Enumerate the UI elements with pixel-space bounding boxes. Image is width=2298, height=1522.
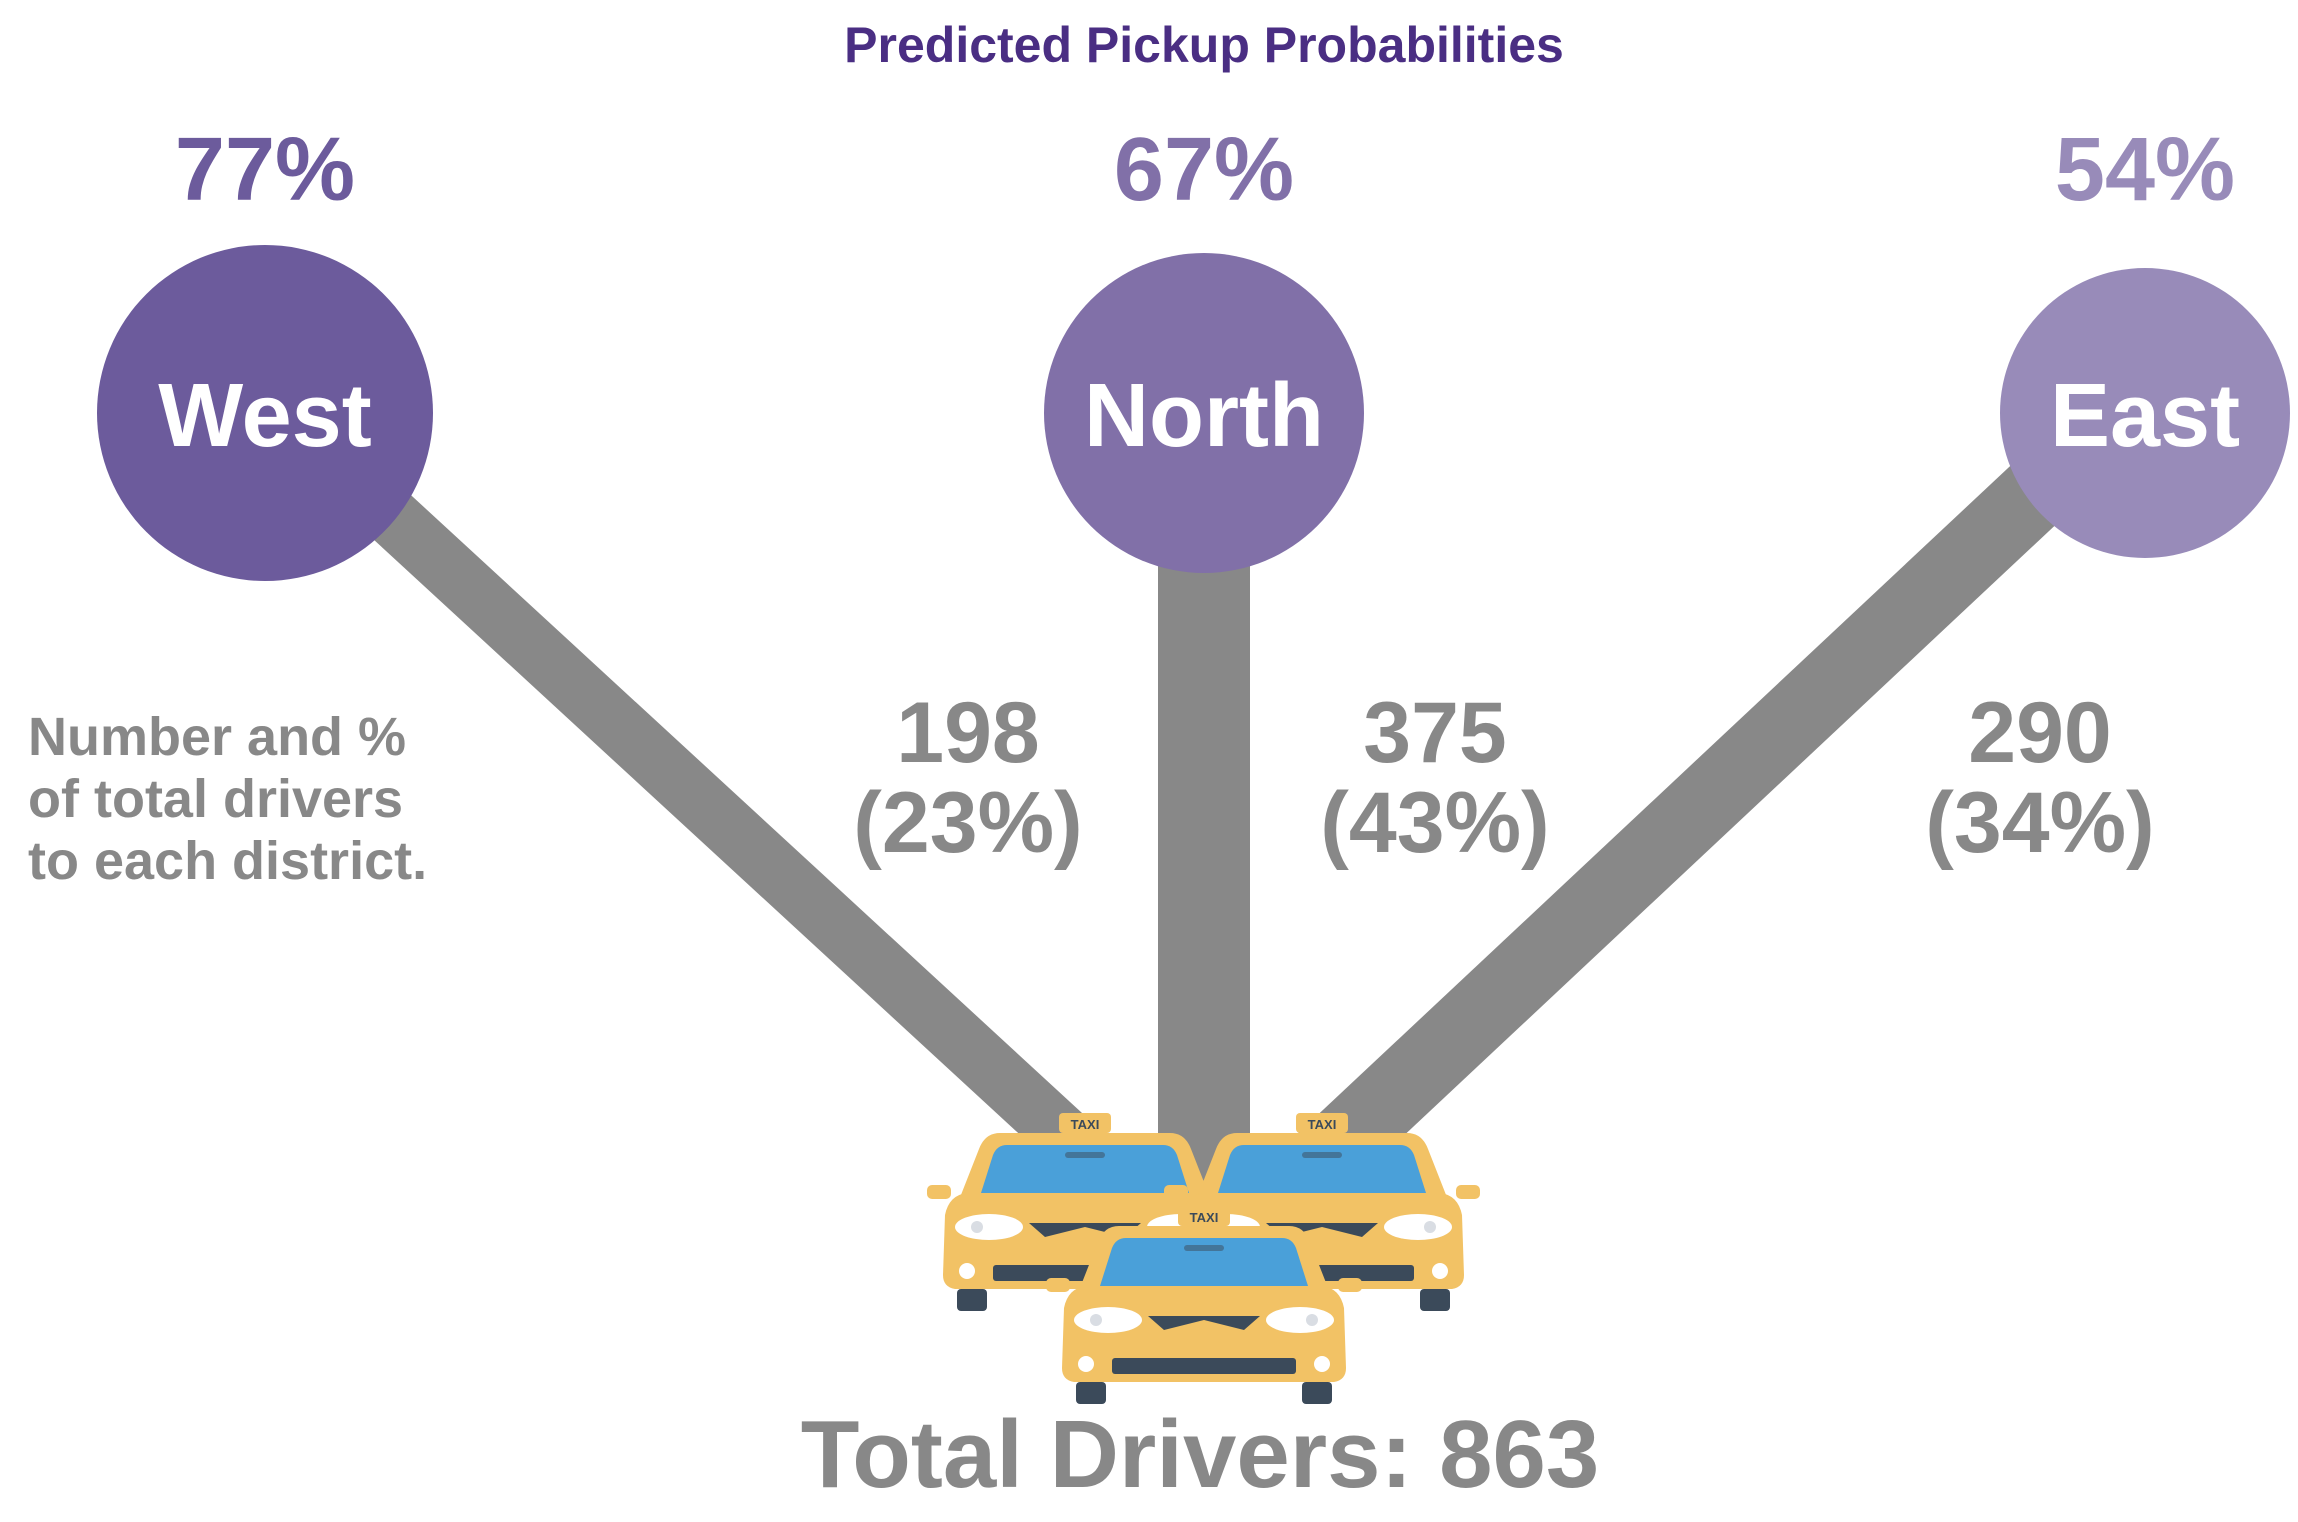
- driver-number-north: 375: [1363, 685, 1507, 781]
- district-west: 77% West: [97, 120, 433, 581]
- explanatory-note: Number and % of total drivers to each di…: [28, 707, 427, 891]
- driver-count-east: 290 (34%): [1925, 685, 2154, 871]
- node-label-north: North: [1084, 366, 1324, 466]
- driver-share-east: (34%): [1925, 775, 2154, 871]
- probability-north: 67%: [1114, 120, 1294, 220]
- district-east: 54% East: [2000, 120, 2290, 558]
- flow-line-east: [1239, 443, 2086, 1242]
- probability-west: 77%: [175, 120, 355, 220]
- node-circle-west: [97, 245, 433, 581]
- probability-east: 54%: [2055, 120, 2235, 220]
- driver-share-west: (23%): [853, 775, 1082, 871]
- driver-number-east: 290: [1968, 685, 2112, 781]
- node-circle-east: [2000, 268, 2290, 558]
- note-line-1: Number and %: [28, 707, 406, 767]
- note-line-2: of total drivers: [28, 769, 403, 829]
- driver-share-north: (43%): [1320, 775, 1549, 871]
- driver-number-west: 198: [896, 685, 1040, 781]
- node-label-east: East: [2050, 366, 2240, 466]
- note-line-3: to each district.: [28, 831, 427, 891]
- diagram-title: Predicted Pickup Probabilities: [844, 17, 1564, 73]
- driver-count-west: 198 (23%): [853, 685, 1082, 871]
- driver-count-north: 375 (43%): [1320, 685, 1549, 871]
- flow-line-west: [310, 438, 1170, 1237]
- total-drivers: Total Drivers: 863: [801, 1401, 1600, 1508]
- node-label-west: West: [158, 366, 371, 466]
- node-circle-north: [1044, 253, 1364, 573]
- district-north: 67% North: [1044, 120, 1364, 573]
- flow-lines: [310, 438, 2086, 1242]
